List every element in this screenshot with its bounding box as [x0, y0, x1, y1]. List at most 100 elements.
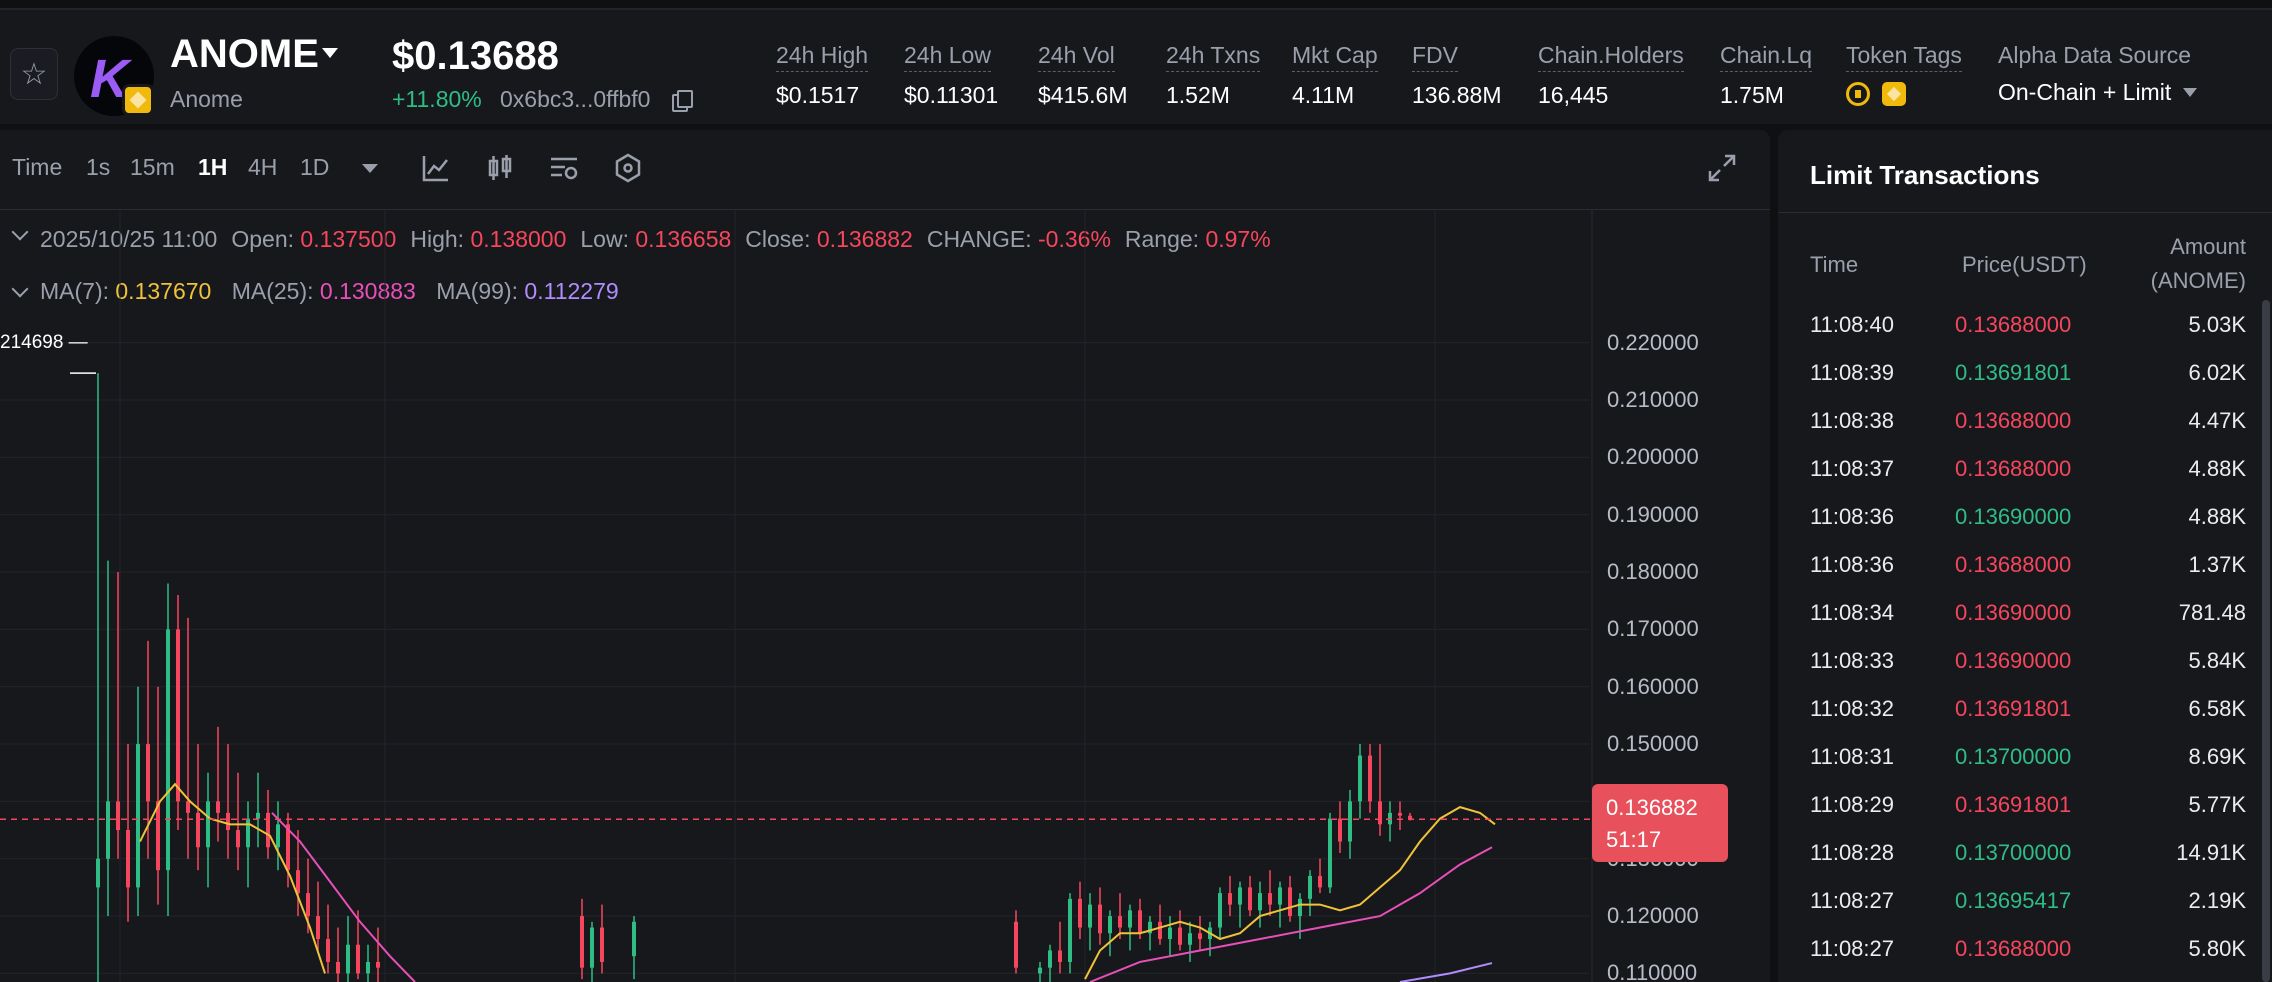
candle-body [1398, 812, 1402, 816]
more-timeframes-caret-icon[interactable] [362, 164, 378, 173]
data-source-value[interactable]: On-Chain + Limit [1998, 79, 2172, 105]
candle-body [286, 824, 290, 871]
timeframe-1h[interactable]: 1H [198, 154, 228, 180]
indicator-line-icon[interactable] [420, 152, 452, 184]
transaction-row[interactable]: 11:08:33 0.13690000 5.84K [1778, 648, 2272, 696]
transaction-row[interactable]: 11:08:36 0.13690000 4.88K [1778, 504, 2272, 552]
tx-time: 11:08:36 [1810, 552, 1895, 577]
transaction-row[interactable]: 11:08:31 0.13700000 8.69K [1778, 744, 2272, 792]
timeframe-15m[interactable]: 15m [130, 154, 175, 180]
candle-body [256, 812, 260, 819]
candle-body [376, 961, 380, 968]
high-label: High: [410, 226, 465, 252]
stat-item: 24h Txns 1.52M [1166, 42, 1261, 109]
stat-item: 24h Vol $415.6M [1038, 42, 1128, 109]
stat-item: FDV 136.88M [1412, 42, 1502, 109]
stat-label: 24h Vol [1038, 42, 1115, 72]
candle-body [1098, 904, 1102, 934]
bnb-tag-icon[interactable] [1882, 82, 1906, 106]
tx-time: 11:08:27 [1810, 888, 1895, 913]
tx-price: 0.13700000 [1955, 744, 2072, 769]
hexagon-tool-icon[interactable] [612, 152, 644, 184]
candle-body [1068, 898, 1072, 962]
candle-body [1188, 933, 1192, 945]
candle-body [1168, 927, 1172, 939]
candle-body [1288, 887, 1292, 917]
candle-body [1238, 887, 1242, 905]
candle-body [246, 818, 250, 848]
tx-amount: 6.58K [2188, 696, 2247, 721]
transaction-row[interactable]: 11:08:28 0.13700000 14.91K [1778, 840, 2272, 888]
favorite-star-button[interactable]: ☆ [10, 48, 58, 100]
scrollbar[interactable] [2262, 300, 2270, 982]
ma25-value: 0.130883 [319, 278, 416, 304]
tx-amount: 14.91K [2176, 840, 2246, 865]
tx-amount: 2.19K [2188, 888, 2247, 913]
timeframe-time[interactable]: Time [12, 154, 63, 180]
bee-tag-icon[interactable] [1846, 82, 1870, 106]
ma7-line [1084, 806, 1496, 980]
candle-countdown: 51:17 [1606, 827, 1662, 852]
candle-type-icon[interactable] [484, 152, 516, 184]
copy-icon[interactable] [672, 90, 693, 112]
token-select-caret-icon[interactable] [322, 48, 338, 58]
candle-body [116, 801, 120, 831]
candle-body [96, 858, 100, 888]
transaction-row[interactable]: 11:08:27 0.13695417 2.19K [1778, 888, 2272, 936]
price-axis-label: 0.120000 [1607, 903, 1699, 929]
candle-body [1218, 893, 1222, 928]
timeframe-1s[interactable]: 1s [86, 154, 111, 180]
close-value: 0.136882 [816, 226, 913, 252]
candle-body [1258, 893, 1262, 911]
chart-toolbar: Time 1s 15m 1H 4H 1D [0, 130, 1770, 210]
candle-body [1358, 755, 1362, 802]
transaction-row[interactable]: 11:08:32 0.13691801 6.58K [1778, 696, 2272, 744]
candle-body [266, 812, 270, 848]
transaction-row[interactable]: 11:08:39 0.13691801 6.02K [1778, 360, 2272, 408]
stat-label: 24h High [776, 42, 869, 72]
tx-time: 11:08:27 [1810, 936, 1895, 961]
stat-label: Chain.Lq [1720, 42, 1813, 72]
candle-body [1268, 893, 1272, 905]
transaction-row[interactable]: 11:08:27 0.13688000 5.80K [1778, 936, 2272, 982]
candle-body [1378, 801, 1382, 825]
tx-amount: 4.88K [2188, 456, 2247, 481]
candle-body [1178, 927, 1182, 945]
transaction-row[interactable]: 11:08:37 0.13688000 4.88K [1778, 456, 2272, 504]
transaction-row[interactable]: 11:08:36 0.13688000 1.37K [1778, 552, 2272, 600]
col-amount-unit: (ANOME) [2150, 268, 2246, 293]
open-label: Open: [231, 226, 295, 252]
transaction-row[interactable]: 11:08:40 0.13688000 5.03K [1778, 312, 2272, 360]
candle-body [1368, 755, 1372, 802]
timeframe-4h[interactable]: 4H [248, 154, 278, 180]
candle-body [326, 938, 330, 962]
alpha-data-source[interactable]: Alpha Data Source On-Chain + Limit [1998, 42, 2198, 106]
tx-amount: 5.03K [2188, 312, 2247, 337]
stat-label: 24h Txns [1166, 42, 1261, 72]
transaction-row[interactable]: 11:08:38 0.13688000 4.47K [1778, 408, 2272, 456]
tx-time: 11:08:34 [1810, 600, 1895, 625]
candlestick-chart[interactable] [0, 210, 1770, 982]
candle-body [366, 961, 370, 974]
candle-body [1298, 898, 1302, 917]
col-price-header: Price(USDT) [1962, 252, 2087, 277]
price-axis-label: 0.220000 [1607, 329, 1699, 355]
candle-body [1198, 933, 1202, 939]
tx-price: 0.13690000 [1955, 648, 2072, 673]
token-name[interactable]: ANOME [170, 32, 319, 76]
transaction-row[interactable]: 11:08:34 0.13690000 781.48 [1778, 600, 2272, 648]
fullscreen-expand-icon[interactable] [1706, 152, 1738, 184]
candle-body [1328, 818, 1332, 888]
price-axis-label: 0.160000 [1607, 673, 1699, 699]
timeframe-1d[interactable]: 1D [300, 154, 330, 180]
transaction-row[interactable]: 11:08:29 0.13691801 5.77K [1778, 792, 2272, 840]
candle-body [1278, 887, 1282, 905]
price-change: +11.80% [392, 86, 482, 112]
candle-body [1118, 916, 1122, 928]
ma7-value: 0.137670 [115, 278, 212, 304]
chevron-down-icon[interactable] [2183, 88, 2198, 97]
tx-amount: 781.48 [2178, 600, 2246, 625]
chart-settings-icon[interactable] [548, 152, 580, 184]
ma-legend: MA(7): 0.137670 MA(25): 0.130883 MA(99):… [10, 278, 619, 305]
tx-time: 11:08:32 [1810, 696, 1895, 721]
